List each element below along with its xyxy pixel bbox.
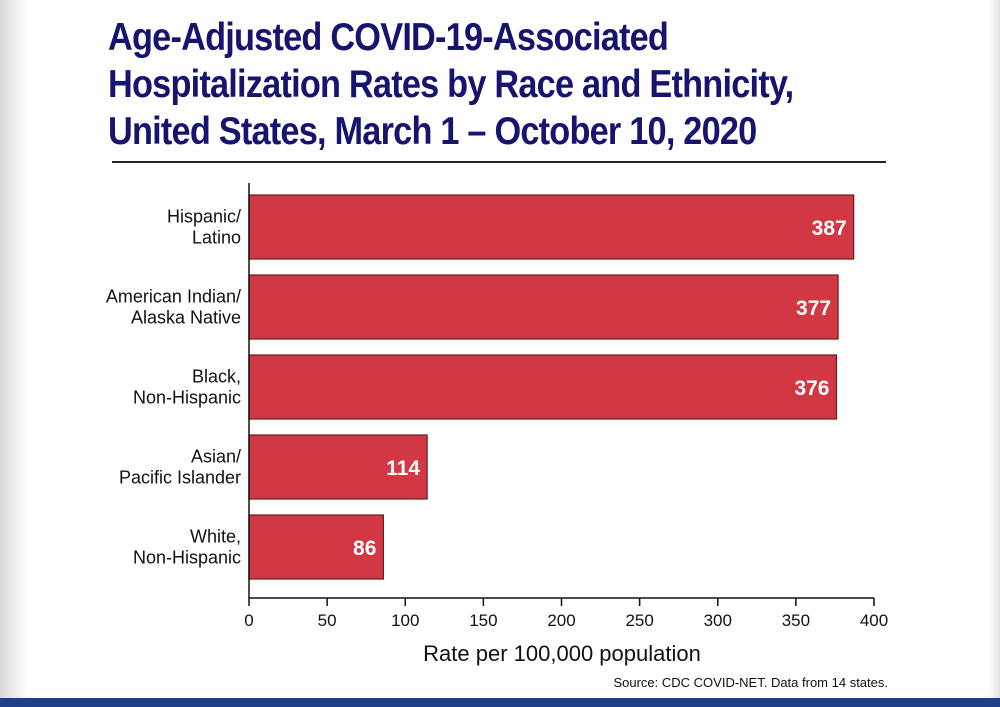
bars-group: 387 377 376 114 86 xyxy=(248,194,855,580)
bar-4 xyxy=(248,514,384,580)
bar-1 xyxy=(248,274,839,340)
x-tick-label-7: 350 xyxy=(782,611,810,630)
bar-value-label-1: 377 xyxy=(796,297,831,320)
category-label-2-0: Black, xyxy=(192,367,241,387)
bar-3 xyxy=(248,434,428,500)
x-tick-label-3: 150 xyxy=(469,611,497,630)
category-label-2-1: Non-Hispanic xyxy=(133,388,241,408)
page-edge-shadow-left xyxy=(0,0,28,707)
category-label-1-0: American Indian/ xyxy=(106,287,241,307)
bottom-band xyxy=(0,698,1000,707)
x-tick-label-5: 250 xyxy=(625,611,653,630)
category-label-3-1: Pacific Islander xyxy=(119,468,241,488)
chart-title-line-2: Hospitalization Rates by Race and Ethnic… xyxy=(108,63,794,106)
x-tick-label-1: 50 xyxy=(318,611,337,630)
category-label-0-1: Latino xyxy=(192,228,241,248)
bar-value-label-2: 376 xyxy=(794,377,829,400)
x-axis-title: Rate per 100,000 population xyxy=(423,641,701,666)
x-axis-group: 0 50 100 150 200 250 300 350 400 xyxy=(244,183,888,630)
page-edge-shadow-right xyxy=(988,0,1000,707)
x-tick-label-6: 300 xyxy=(704,611,732,630)
category-label-4-1: Non-Hispanic xyxy=(133,548,241,568)
chart-title-line-1: Age-Adjusted COVID-19-Associated xyxy=(108,16,669,59)
category-label-3-0: Asian/ xyxy=(191,447,241,467)
category-label-4-0: White, xyxy=(190,527,241,547)
chart-title: Age-Adjusted COVID-19-Associated Hospita… xyxy=(108,14,812,155)
bar-value-label-0: 387 xyxy=(812,217,847,240)
title-divider xyxy=(112,161,886,163)
category-label-1-1: Alaska Native xyxy=(131,308,241,328)
bar-0 xyxy=(248,194,855,260)
chart-title-line-3: United States, March 1 – October 10, 202… xyxy=(108,110,757,153)
bar-value-label-3: 114 xyxy=(386,457,420,480)
source-note: Source: CDC COVID-NET. Data from 14 stat… xyxy=(613,675,888,690)
x-tick-label-2: 100 xyxy=(391,611,419,630)
x-tick-label-8: 400 xyxy=(860,611,888,630)
bar-value-label-4: 86 xyxy=(353,537,376,560)
x-tick-label-0: 0 xyxy=(244,611,253,630)
category-label-0-0: Hispanic/ xyxy=(167,207,241,227)
category-labels-group: Hispanic/Latino American Indian/Alaska Na… xyxy=(106,207,241,568)
x-tick-label-4: 200 xyxy=(547,611,575,630)
bar-2 xyxy=(248,354,838,420)
